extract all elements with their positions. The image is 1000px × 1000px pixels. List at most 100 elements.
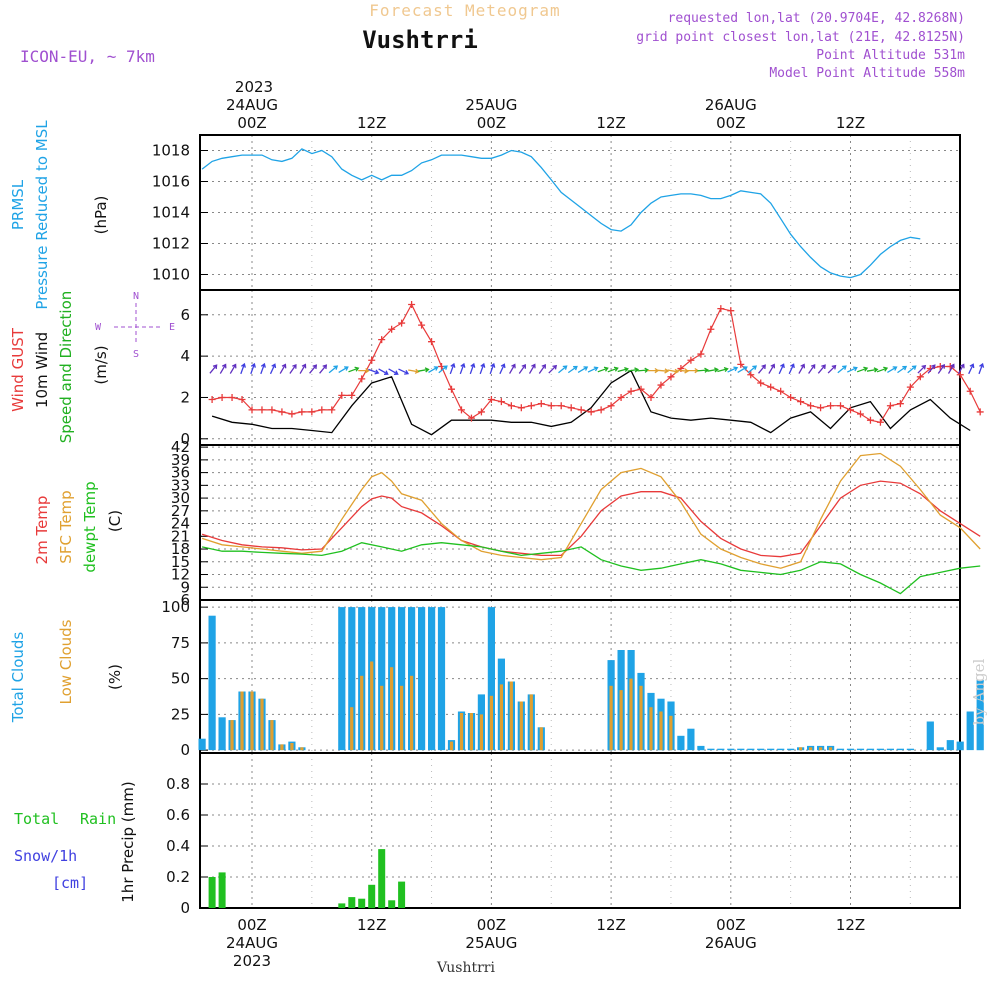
top-date-label: 24AUG bbox=[226, 96, 278, 114]
total-cloud-bar bbox=[378, 607, 386, 751]
low-cloud-bar bbox=[260, 698, 264, 751]
wind-direction-arrow bbox=[737, 366, 748, 373]
gust-marker bbox=[597, 406, 605, 414]
gust-marker bbox=[338, 391, 346, 399]
gust-marker bbox=[827, 402, 835, 410]
compass-w: W bbox=[95, 322, 102, 333]
y-tick-label: 0.4 bbox=[166, 837, 190, 855]
gust-marker bbox=[418, 321, 426, 329]
y-tick-label: 42 bbox=[171, 438, 190, 456]
percent-label: (%) bbox=[106, 664, 124, 690]
wind-direction-arrow bbox=[817, 364, 826, 374]
wind-direction-arrow bbox=[299, 363, 307, 374]
wind-direction-arrow bbox=[757, 364, 766, 374]
wind-direction-arrow bbox=[788, 363, 795, 375]
low-cloud-bar bbox=[390, 667, 394, 751]
top-time-label: 00Z bbox=[716, 114, 745, 132]
compass-rose: N W E S bbox=[95, 291, 175, 360]
gust-marker bbox=[457, 406, 465, 414]
wind-direction-arrow bbox=[587, 366, 599, 373]
y-tick-label: 30 bbox=[171, 489, 190, 507]
low-cloud-bar bbox=[380, 685, 384, 751]
celsius-label: (C) bbox=[106, 510, 124, 532]
gust-marker bbox=[856, 410, 864, 418]
dewpt-label: dewpt Temp bbox=[81, 481, 99, 572]
low-cloud-bar bbox=[489, 695, 493, 751]
wind-direction-arrow bbox=[240, 362, 246, 375]
gust-marker bbox=[258, 406, 266, 414]
rain-bar bbox=[218, 872, 226, 908]
wind-gust-label: Wind GUST bbox=[9, 327, 27, 412]
y-tick-label: 15 bbox=[171, 553, 190, 571]
gust-marker bbox=[617, 393, 625, 401]
y-tick-label: 0.2 bbox=[166, 868, 190, 886]
wind-direction-arrow bbox=[509, 363, 516, 374]
wind-direction-arrow bbox=[279, 363, 287, 374]
total-cloud-bar bbox=[398, 607, 406, 751]
y-tick-label: 25 bbox=[171, 705, 190, 723]
wind-direction-arrow bbox=[687, 367, 700, 374]
gust-marker bbox=[208, 396, 216, 404]
gust-marker bbox=[368, 356, 376, 364]
wind-direction-arrow bbox=[907, 365, 917, 374]
rain-label: Rain bbox=[80, 810, 116, 828]
gust-marker bbox=[886, 402, 894, 410]
gust-marker bbox=[807, 402, 815, 410]
wind-direction-arrow bbox=[837, 365, 847, 374]
bottom-time-label: 00Z bbox=[477, 916, 506, 934]
wind-direction-arrow bbox=[548, 364, 558, 374]
total-cloud-bar bbox=[338, 607, 346, 751]
total-cloud-bar bbox=[348, 607, 356, 751]
chart-subtitle: Forecast Meteogram bbox=[369, 1, 560, 20]
wind-direction-arrow bbox=[717, 366, 729, 373]
snow-label: Snow/1h bbox=[14, 847, 77, 865]
wind-gust-line bbox=[211, 303, 981, 423]
hpa-label: (hPa) bbox=[92, 196, 110, 235]
y-tick-label: 6 bbox=[180, 591, 190, 609]
top-time-label: 12Z bbox=[836, 114, 865, 132]
t2m-line bbox=[201, 480, 981, 558]
wind-direction-arrow bbox=[597, 366, 609, 373]
y-tick-label: 0.8 bbox=[166, 775, 190, 793]
y-tick-label: 12 bbox=[171, 566, 190, 584]
gust-marker bbox=[497, 398, 505, 406]
wind-direction-arrow bbox=[937, 363, 945, 374]
total-cloud-bar bbox=[836, 748, 845, 751]
rain-bar bbox=[338, 903, 346, 908]
total-cloud-bar bbox=[866, 748, 875, 751]
total-cloud-bar bbox=[747, 748, 755, 751]
wind-direction-arrow bbox=[637, 367, 650, 373]
wind-direction-arrow bbox=[250, 362, 256, 375]
gust-marker bbox=[837, 402, 845, 410]
low-cloud-bar bbox=[649, 707, 653, 751]
rain-bar bbox=[398, 881, 406, 908]
y-tick-label: 75 bbox=[171, 634, 190, 652]
wind-direction-arrow bbox=[538, 363, 546, 374]
wind-direction-arrow bbox=[897, 365, 908, 374]
total-cloud-bar bbox=[846, 748, 855, 751]
gust-marker bbox=[767, 383, 775, 391]
top-time-label: 12Z bbox=[596, 114, 625, 132]
total-cloud-bar bbox=[727, 748, 735, 751]
wind-direction-arrow bbox=[567, 365, 578, 374]
total-cloud-bar bbox=[936, 747, 944, 751]
low-cloud-bar bbox=[529, 694, 533, 751]
gust-marker bbox=[527, 402, 535, 410]
wind-direction-arrow bbox=[499, 363, 506, 375]
gust-marker bbox=[787, 393, 795, 401]
gust-marker bbox=[238, 396, 246, 404]
wind-direction-arrow bbox=[428, 366, 439, 373]
low-cloud-bar bbox=[270, 720, 274, 751]
wind-direction-arrow bbox=[657, 368, 670, 374]
low-cloud-bar bbox=[300, 747, 304, 751]
low-cloud-bar bbox=[828, 747, 833, 751]
wind-direction-arrow bbox=[876, 366, 889, 373]
low-cloud-bar bbox=[499, 684, 503, 751]
ms-label: (m/s) bbox=[92, 345, 110, 384]
wind-direction-arrow bbox=[229, 363, 237, 374]
wind-direction-arrow bbox=[469, 362, 476, 375]
gust-marker bbox=[278, 408, 286, 416]
wind-direction-arrow bbox=[309, 364, 318, 374]
gust-marker bbox=[647, 393, 655, 401]
